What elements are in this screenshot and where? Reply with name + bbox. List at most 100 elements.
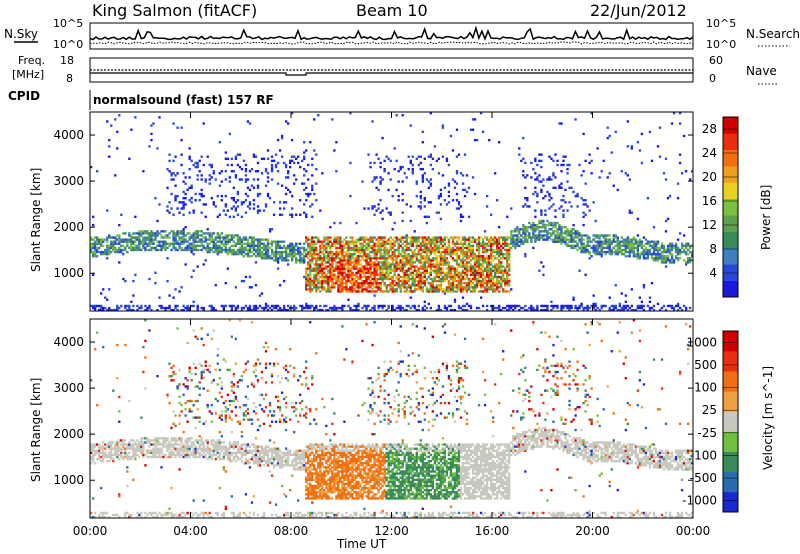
- heatmap-cell: [604, 252, 607, 256]
- heatmap-cell: [381, 267, 384, 270]
- heatmap-cell: [385, 308, 388, 312]
- heatmap-cell: [554, 209, 557, 212]
- heatmap-cell: [479, 279, 483, 283]
- heatmap-cell: [284, 248, 288, 252]
- heatmap-cell: [431, 250, 435, 254]
- heatmap-cell: [457, 236, 461, 239]
- heatmap-cell: [353, 248, 356, 252]
- heatmap-cell: [236, 236, 240, 239]
- heatmap-cell: [148, 238, 151, 241]
- heatmap-cell: [266, 255, 270, 258]
- heatmap-cell: [435, 248, 439, 252]
- heatmap-cell: [610, 151, 613, 154]
- heatmap-cell: [658, 255, 662, 258]
- heatmap-cell: [441, 255, 445, 258]
- heatmap-cell: [353, 290, 356, 293]
- heatmap-cell: [562, 213, 565, 216]
- heatmap-cell: [574, 246, 577, 250]
- heatmap-cell: [443, 288, 447, 291]
- heatmap-cell: [339, 236, 342, 239]
- heatmap-cell: [447, 275, 451, 279]
- heatmap-cell: [266, 149, 270, 152]
- heatmap-cell: [479, 259, 483, 262]
- heatmap-cell: [208, 250, 211, 254]
- heatmap-cell: [676, 250, 680, 254]
- heatmap-cell: [341, 240, 344, 243]
- heatmap-cell: [644, 248, 648, 252]
- heatmap-cell: [295, 157, 298, 160]
- heatmap-cell: [686, 242, 690, 245]
- heatmap-cell: [90, 511, 93, 515]
- heatmap-cell: [288, 248, 292, 252]
- heatmap-cell: [624, 306, 627, 310]
- heatmap-cell: [419, 286, 422, 289]
- heatmap-cell: [532, 230, 535, 233]
- heatmap-cell: [224, 213, 227, 216]
- heatmap-cell: [218, 238, 221, 241]
- heatmap-cell: [664, 250, 668, 254]
- heatmap-cell: [421, 236, 424, 239]
- heatmap-cell: [401, 180, 404, 183]
- heatmap-cell: [160, 246, 163, 250]
- heatmap-cell: [208, 246, 211, 250]
- heatmap-cell: [341, 263, 344, 266]
- heatmap-cell: [411, 269, 414, 272]
- heatmap-cell: [379, 255, 382, 258]
- heatmap-cell: [174, 196, 177, 200]
- heatmap-cell: [124, 246, 127, 250]
- heatmap-cell: [224, 244, 227, 248]
- heatmap-cell: [375, 277, 378, 281]
- heatmap-cell: [624, 240, 627, 243]
- heatmap-cell: [437, 286, 441, 289]
- heatmap-cell: [459, 246, 463, 250]
- heatmap-cell: [449, 252, 453, 256]
- heatmap-cell: [361, 250, 364, 254]
- heatmap-cell: [367, 261, 370, 264]
- heatmap-cell: [598, 236, 601, 239]
- heatmap-cell: [522, 230, 525, 233]
- heatmap-cell: [475, 259, 479, 262]
- heatmap-cell: [467, 284, 471, 287]
- heatmap-cell: [331, 286, 334, 289]
- heatmap-cell: [327, 236, 330, 239]
- heatmap-cell: [327, 240, 330, 243]
- heatmap-cell: [309, 242, 312, 245]
- heatmap-cell: [196, 236, 199, 239]
- heatmap-cell: [307, 284, 310, 287]
- heatmap-cell: [425, 257, 428, 260]
- heatmap-cell: [363, 248, 366, 252]
- heatmap-cell: [407, 155, 410, 158]
- heatmap-cell: [367, 275, 370, 279]
- heatmap-cell: [640, 252, 644, 256]
- heatmap-cell: [526, 230, 529, 233]
- heatmap-cell: [415, 308, 418, 312]
- heatmap-cell: [96, 240, 99, 243]
- heatmap-cell: [297, 250, 300, 254]
- heatmap-cell: [508, 246, 511, 250]
- heatmap-cell: [375, 242, 378, 245]
- heatmap-cell: [423, 279, 426, 283]
- heatmap-cell: [335, 261, 338, 264]
- heatmap-cell: [457, 286, 461, 289]
- heatmap-cell: [194, 234, 197, 237]
- heatmap-cell: [321, 275, 324, 279]
- heatmap-cell: [471, 250, 475, 254]
- heatmap-cell: [435, 257, 439, 260]
- heatmap-cell: [419, 205, 422, 208]
- heatmap-cell: [391, 246, 394, 250]
- heatmap-cell: [526, 234, 529, 237]
- heatmap-cell: [409, 288, 412, 291]
- heatmap-cell: [409, 261, 412, 264]
- heatmap-cell: [276, 170, 280, 173]
- heatmap-cell: [678, 232, 682, 235]
- heatmap-cell: [586, 248, 589, 252]
- heatmap-cell: [381, 248, 384, 252]
- heatmap-cell: [313, 250, 316, 254]
- heatmap-cell: [510, 304, 513, 308]
- heatmap-cell: [194, 238, 197, 241]
- heatmap-cell: [317, 238, 320, 241]
- heatmap-cell: [435, 259, 439, 262]
- heatmap-cell: [500, 277, 503, 281]
- heatmap-cell: [397, 246, 400, 250]
- heatmap-cell: [554, 234, 557, 237]
